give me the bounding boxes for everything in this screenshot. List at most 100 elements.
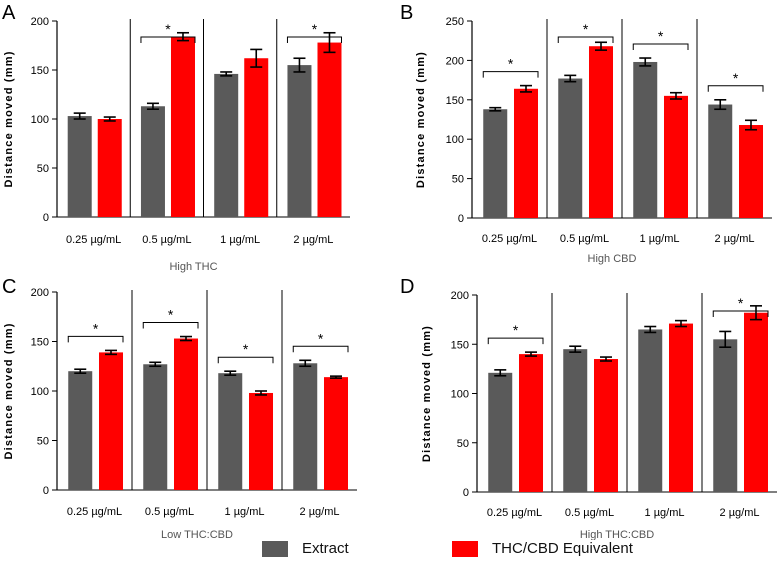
panel-c-y-tick-label: 200 [31, 287, 49, 299]
panel-a-category-label: 1 µg/mL [220, 234, 260, 246]
panel-d-category-label: 2 µg/mL [720, 507, 760, 519]
panel-d-bar-extract [638, 329, 663, 492]
panel-d-bar-equivalent [594, 359, 618, 492]
panel-a-y-tick-label: 150 [31, 65, 49, 77]
panel-d-y-tick-label: 200 [451, 290, 469, 302]
panel-b-letter: B [400, 2, 413, 24]
legend-label-equivalent: THC/CBD Equivalent [492, 540, 633, 557]
panel-b-y-tick-label: 0 [458, 213, 464, 225]
panel-d-category-label: 0.5 µg/mL [565, 507, 614, 519]
panel-b-category-label: 2 µg/mL [715, 233, 755, 245]
legend-swatch-equivalent [452, 540, 478, 557]
panel-c-bar-equivalent [324, 377, 348, 490]
panel-a-bar-equivalent [317, 42, 342, 218]
panel-c-category-label: 0.25 µg/mL [67, 506, 122, 518]
panel-a-letter: A [2, 2, 16, 24]
panel-b-bar-equivalent [514, 88, 538, 218]
panel-c-category-label: 1 µg/mL [225, 506, 265, 518]
panel-d-y-tick-label: 100 [451, 389, 469, 401]
panel-c-category-label: 2 µg/mL [300, 506, 340, 518]
panel-a-sig-bracket [140, 36, 196, 43]
panel-b-sig-bracket [707, 85, 764, 92]
panel-a-x-axis-title: High THC [169, 261, 217, 273]
panel-c-sig-star: * [243, 341, 249, 357]
panel-c: C 0 50 100 150 200 Distance moved (mm) * 0.25 µg… [2, 276, 357, 540]
panel-b-y-tick-label: 150 [446, 95, 464, 107]
panel-c-bar-equivalent [174, 338, 198, 490]
panel-b-sig-star: * [508, 56, 514, 72]
panel-b-y-tick-label: 50 [452, 174, 464, 186]
panel-a-sig-star: * [312, 21, 318, 37]
panel-a-bar-equivalent [170, 36, 195, 218]
panel-d-category-label: 1 µg/mL [645, 507, 685, 519]
panel-d-bar-extract [488, 372, 513, 492]
legend-item-extract: Extract [262, 540, 349, 557]
panel-d-letter: D [400, 276, 414, 298]
panel-a-y-tick-label: 50 [37, 163, 49, 175]
panel-c-sig-bracket [142, 322, 199, 329]
panel-b-y-tick-label: 250 [446, 16, 464, 28]
panel-b-y-tick-label: 100 [446, 134, 464, 146]
panel-a-sig-star: * [165, 21, 171, 37]
panel-d-sig-bracket [487, 337, 544, 345]
panel-b-sig-star: * [583, 21, 589, 37]
panel-b-y-tick-label: 200 [446, 55, 464, 67]
panel-a-category-label: 2 µg/mL [293, 234, 333, 246]
panel-d-sig-bracket [712, 310, 769, 317]
panel-d-y-tick-label: 0 [463, 487, 469, 499]
panel-a-bar-extract [140, 106, 165, 217]
panel-b: B 0 50 100 150 200 250 Distance moved (mm) * 0.25… [400, 2, 772, 265]
panel-a-y-tick-label: 0 [43, 212, 49, 224]
panel-b-x-axis-title: High CBD [588, 253, 637, 265]
panel-c-sig-star: * [318, 330, 324, 346]
panel-c-sig-star: * [93, 320, 99, 336]
panel-a-y-axis-title: Distance moved (mm) [3, 50, 15, 187]
panel-c-category-label: 0.5 µg/mL [145, 506, 194, 518]
panel-b-sig-star: * [658, 28, 664, 44]
panel-b-sig-bracket [482, 71, 539, 78]
panel-a-y-tick-label: 200 [31, 16, 49, 28]
panel-d-x-axis-title: High THC:CBD [580, 529, 654, 540]
panel-b-bar-extract [708, 104, 733, 218]
panel-d-bar-equivalent [519, 354, 543, 492]
panel-d-bar-equivalent [669, 323, 693, 492]
panel-b-bar-equivalent [739, 125, 763, 218]
legend: Extract THC/CBD Equivalent [0, 540, 777, 564]
panel-a-sig-bracket [286, 36, 342, 43]
panel-d-y-axis-title: Distance moved (mm) [421, 325, 433, 462]
panel-b-sig-star: * [733, 70, 739, 86]
panel-c-bar-extract [68, 371, 93, 490]
panel-b-bar-extract [633, 61, 658, 219]
panel-c-y-axis-title: Distance moved (mm) [3, 322, 15, 459]
panel-b-category-label: 0.25 µg/mL [482, 233, 537, 245]
panel-d-sig-star: * [513, 322, 519, 338]
panel-c-sig-bracket [292, 345, 349, 353]
panel-b-sig-bracket [557, 36, 614, 43]
panel-b-bar-equivalent [589, 46, 613, 218]
panel-a-bar-equivalent [244, 58, 269, 217]
panel-b-bar-equivalent [664, 95, 688, 218]
panel-c-bar-equivalent [99, 352, 123, 490]
panel-c-bar-equivalent [249, 392, 273, 490]
panel-b-category-label: 1 µg/mL [640, 233, 680, 245]
panel-c-bar-extract [143, 364, 168, 490]
panel-b-bar-extract [558, 78, 583, 218]
panel-a: A 0 50 100 150 200 Distance moved (mm) 0.25 µg/… [2, 2, 350, 273]
panel-b-sig-bracket [632, 43, 689, 51]
panel-d-bar-extract [563, 349, 588, 492]
panel-c-y-tick-label: 0 [43, 485, 49, 497]
panel-d-y-tick-label: 150 [451, 339, 469, 351]
panel-c-sig-star: * [168, 307, 174, 323]
panel-c-bar-extract [218, 373, 243, 490]
panel-d: D 0 50 100 150 200 Distance moved (mm) * 0.25 µg… [400, 276, 777, 540]
panel-c-sig-bracket [217, 356, 274, 364]
panel-d-bar-extract [713, 339, 738, 492]
legend-label-extract: Extract [302, 540, 349, 557]
legend-item-equivalent: THC/CBD Equivalent [452, 540, 633, 557]
panel-a-bar-extract [67, 116, 92, 217]
panel-d-category-label: 0.25 µg/mL [487, 507, 542, 519]
panel-d-sig-star: * [738, 295, 744, 311]
panel-b-bar-extract [483, 109, 508, 218]
panel-a-bar-extract [287, 65, 312, 217]
panel-c-sig-bracket [67, 335, 124, 343]
